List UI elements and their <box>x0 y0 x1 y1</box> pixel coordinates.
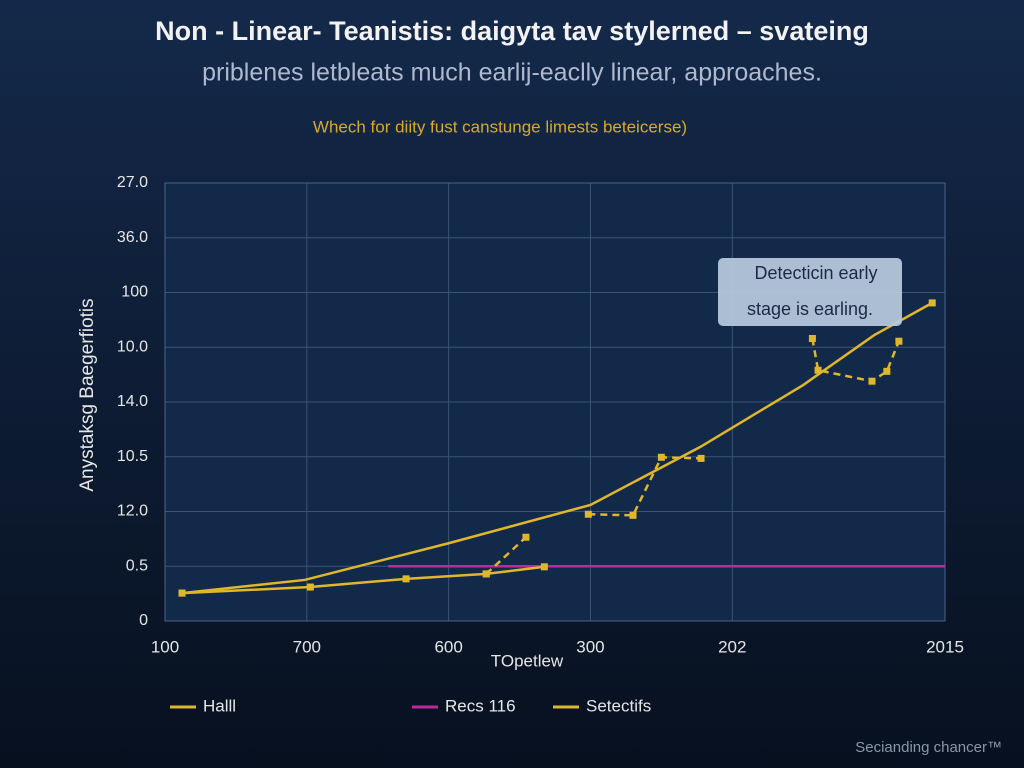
y-tick-label: 27.0 <box>117 174 148 191</box>
plot-border <box>164 182 946 622</box>
footer: Secianding chancer™ <box>855 739 1002 756</box>
point-marker <box>584 510 592 518</box>
y-tick-label: 0 <box>139 612 148 629</box>
point-marker <box>540 563 548 571</box>
annotation-text: Detecticin early <box>754 263 877 283</box>
point-marker <box>629 511 637 519</box>
x-tick-label: 202 <box>718 637 746 656</box>
y-tick-label: 0.5 <box>126 557 148 574</box>
point-marker <box>657 453 665 461</box>
point-marker <box>306 583 314 591</box>
point-marker <box>895 337 903 345</box>
point-marker <box>808 334 816 342</box>
plot: 0 0.5 12.0 10.5 14.0 10.0 100 36.0 27.0 100 700 600… <box>117 174 964 656</box>
chart-subtitle: priblenes letbleats much earlij-eaclly l… <box>202 59 822 87</box>
y-tick-label: 10.5 <box>117 448 148 465</box>
y-tick-label: 14.0 <box>117 393 148 410</box>
point-marker <box>402 575 410 583</box>
legend-label: Setectifs <box>586 696 651 715</box>
point-marker <box>883 367 891 375</box>
y-tick-label: 100 <box>121 284 148 301</box>
y-tick-label: 12.0 <box>117 503 148 520</box>
annotation-text: stage is earling. <box>747 299 873 319</box>
x-tick-label: 600 <box>434 637 462 656</box>
annotation-box <box>718 258 902 326</box>
chart-title: Non - Linear- Teanistis: daigyta tav sty… <box>155 16 869 46</box>
point-marker <box>522 533 530 541</box>
point-marker <box>482 570 490 578</box>
x-axis-label: TOpetlew <box>491 651 564 670</box>
y-tick-label: 10.0 <box>117 338 148 355</box>
y-tick-label: 36.0 <box>117 229 148 246</box>
x-tick-label: 2015 <box>926 637 964 656</box>
legend-label: Recs 116 <box>445 696 516 715</box>
x-tick-label: 300 <box>576 637 604 656</box>
point-marker <box>814 366 822 374</box>
point-marker <box>697 454 705 462</box>
point-marker <box>868 377 876 385</box>
y-axis-label: Anystaksg Baegerfiotis <box>77 298 98 491</box>
point-marker <box>178 589 186 597</box>
point-marker <box>928 299 936 307</box>
legend-label: Halll <box>203 696 236 715</box>
series-line <box>181 301 933 595</box>
x-tick-label: 700 <box>293 637 321 656</box>
x-tick-label: 100 <box>151 637 179 656</box>
chart-note: Whech for diity fust canstunge limests b… <box>313 117 687 136</box>
